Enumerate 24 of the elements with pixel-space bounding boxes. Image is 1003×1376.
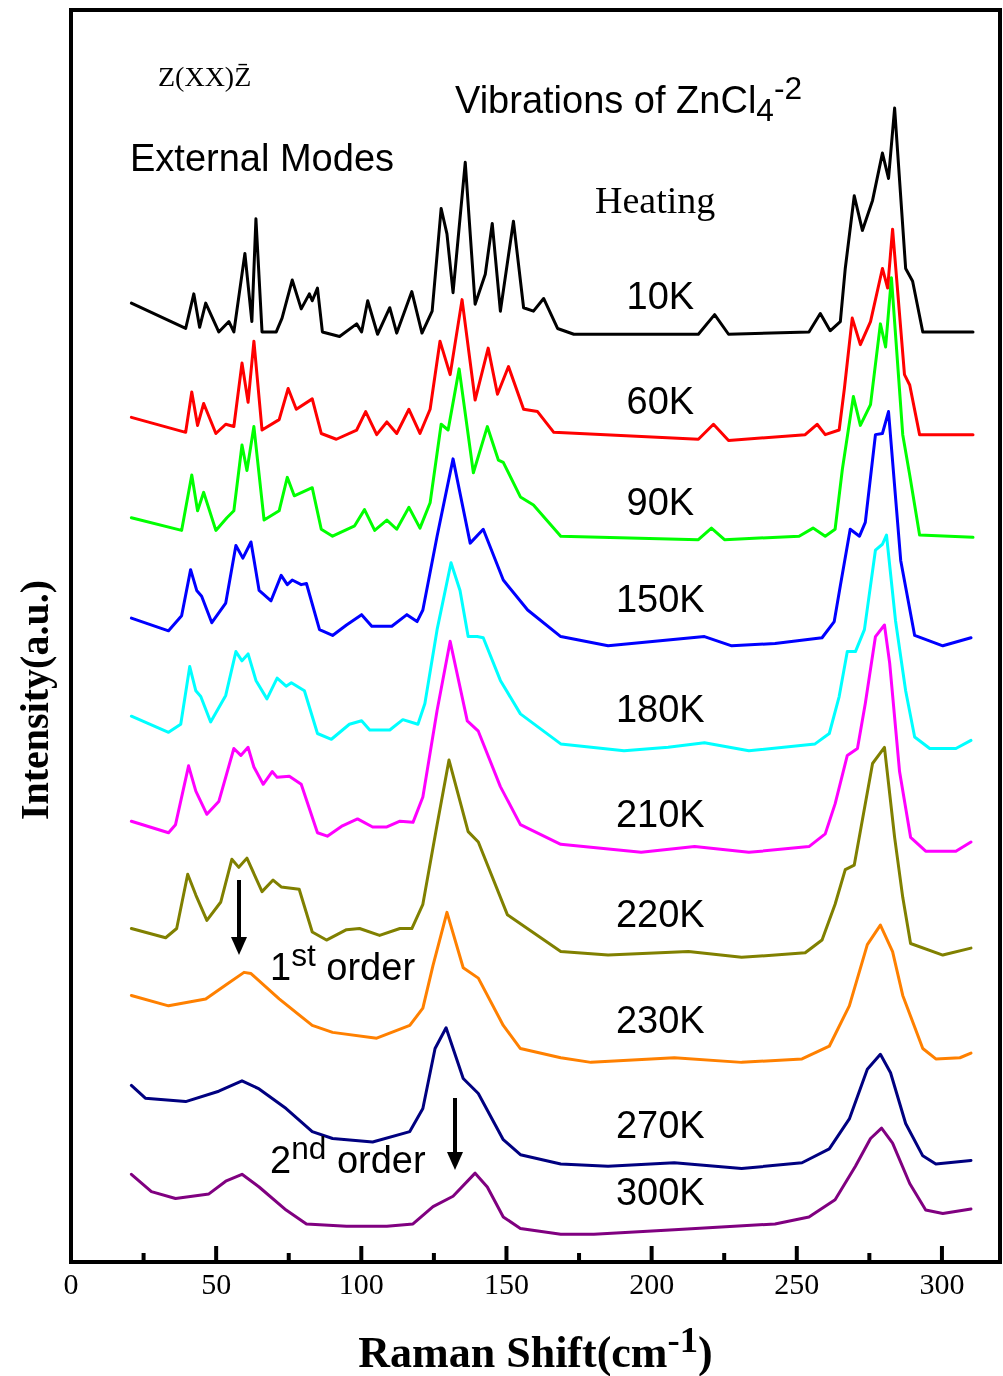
series-label: 230K: [615, 998, 705, 1042]
series-label: 270K: [615, 1103, 705, 1147]
series-label: 210K: [615, 792, 705, 836]
x-tick-label: 250: [774, 1266, 820, 1300]
series-label: 60K: [626, 379, 695, 423]
y-axis-title: Intensity(a.u.): [10, 579, 58, 821]
annotation: Heating: [595, 179, 716, 221]
annotation: 1$^{st}$ order: [270, 937, 416, 988]
series-label: 300K: [615, 1170, 705, 1214]
series-label: 10K: [626, 274, 695, 318]
annotation: External Modes: [130, 137, 395, 179]
x-tick-label: 0: [63, 1266, 79, 1300]
series-label: 180K: [615, 687, 705, 731]
x-tick-label: 100: [338, 1266, 384, 1300]
x-tick-label: 300: [919, 1266, 965, 1300]
x-tick-label: 50: [201, 1266, 232, 1300]
series-label: 150K: [615, 577, 705, 621]
text: Z(XX)Z̄: [158, 61, 252, 92]
series-label: 90K: [626, 480, 695, 524]
x-tick-label: 200: [629, 1266, 675, 1300]
series-label: 220K: [615, 892, 705, 936]
annotation: 2$^{nd}$ order: [270, 1130, 426, 1181]
x-tick-label: 150: [483, 1266, 529, 1300]
x-axis-title: Raman Shift(cm$^{-1}$): [357, 1317, 714, 1376]
